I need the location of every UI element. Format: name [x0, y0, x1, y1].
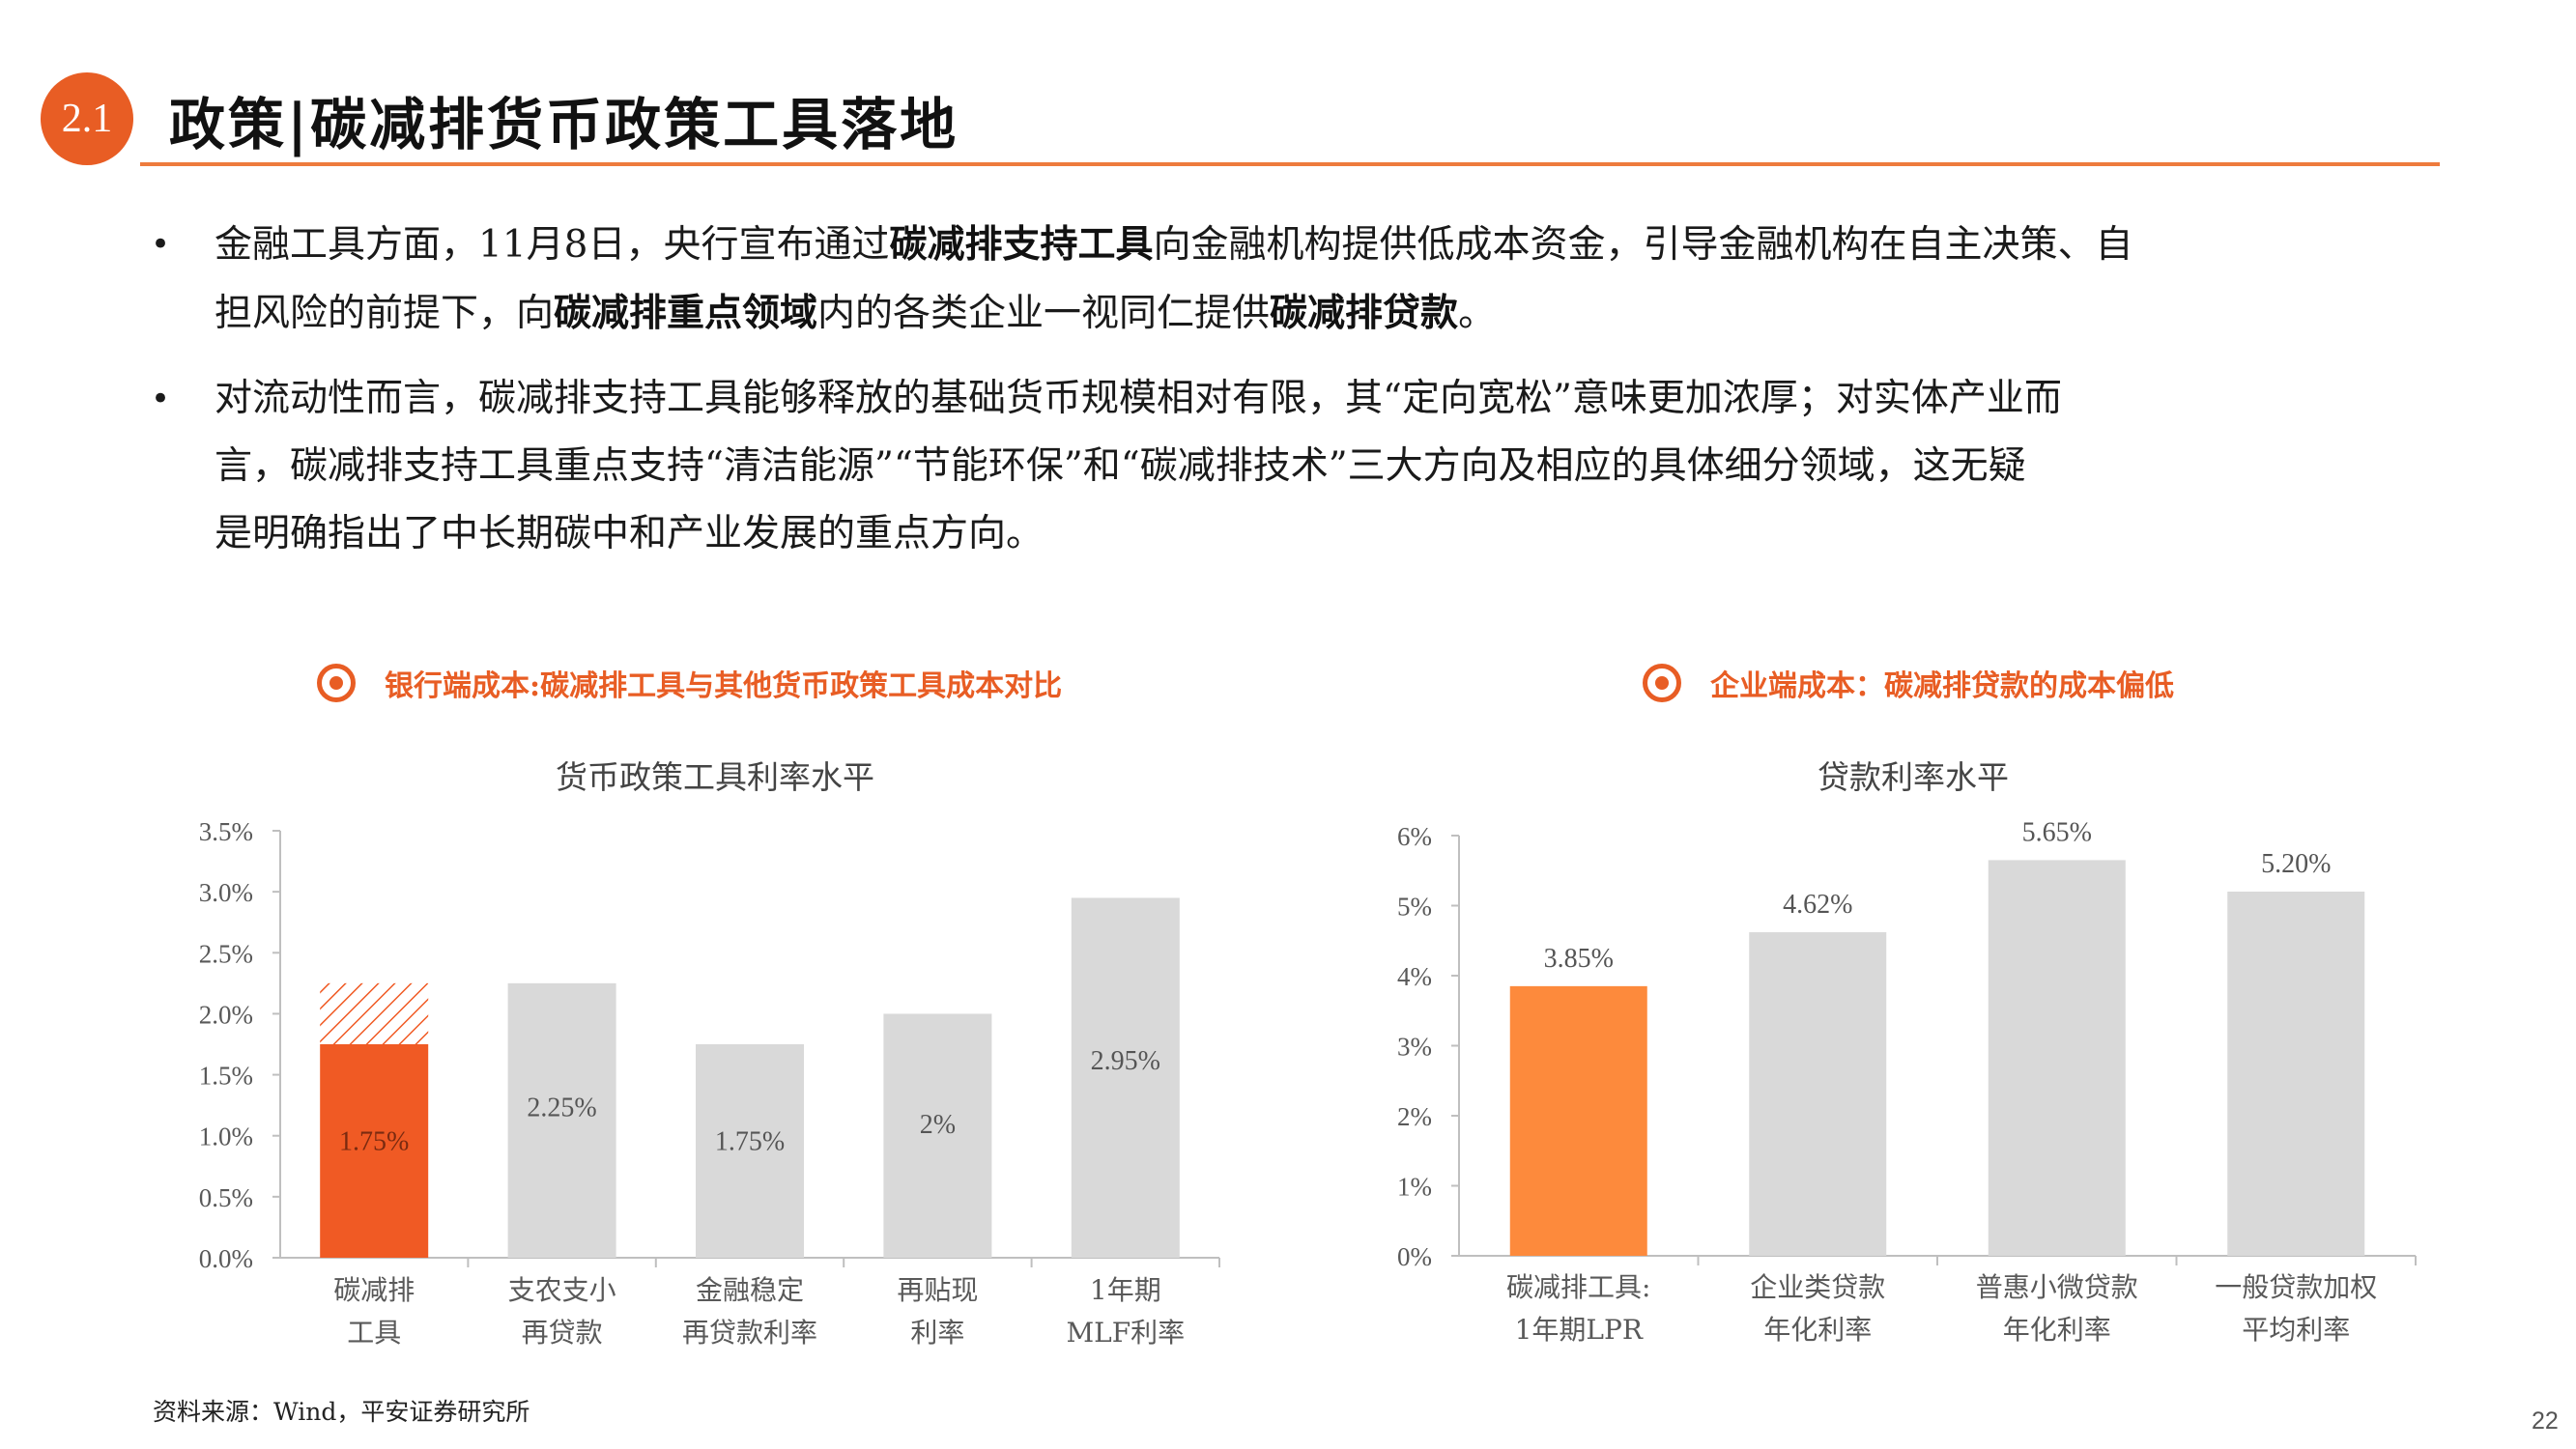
bar-hatched-extension — [320, 982, 429, 1044]
x-category-label: 工具 — [347, 1317, 401, 1349]
target-icon — [317, 664, 356, 702]
bar — [2227, 892, 2365, 1256]
bold-text-run: 碳减排贷款 — [1270, 291, 1459, 335]
bullet-dot: • — [151, 225, 171, 264]
y-tick-label: 4% — [1397, 962, 1432, 991]
x-category-label: 再贴现 — [897, 1274, 978, 1306]
bold-text-run: 碳减排支持工具 — [889, 222, 1154, 267]
x-category-label: 利率 — [910, 1317, 964, 1349]
bullet-line: 言，碳减排支持工具重点支持“清洁能源”“节能环保”和“碳减排技术”三大方向及相应… — [215, 433, 2425, 500]
data-label: 2.95% — [1091, 1046, 1160, 1076]
x-category-label: 再贷款 — [522, 1317, 603, 1349]
data-label: 5.65% — [2022, 817, 2092, 847]
bar — [507, 982, 616, 1258]
text-run: 担风险的前提下，向 — [215, 292, 555, 335]
left-panel-heading: 银行端成本:碳减排工具与其他货币政策工具成本对比 — [317, 662, 1062, 704]
bar — [1988, 860, 2126, 1256]
x-category-label: 平均利率 — [2242, 1314, 2350, 1346]
page-number: 22 — [2532, 1407, 2559, 1435]
y-tick-label: 1% — [1397, 1173, 1432, 1202]
x-category-label: 企业类贷款 — [1750, 1271, 1885, 1303]
data-label: 2% — [920, 1110, 956, 1140]
text-run: 对流动性而言，碳减排支持工具能够释放的基础货币规模相对有限，其“定向宽松”意味更… — [215, 377, 2062, 420]
source-note: 资料来源：Wind，平安证券研究所 — [153, 1398, 530, 1426]
section-number-badge: 2.1 — [41, 72, 133, 165]
bullet-dot: • — [151, 380, 171, 418]
y-tick-label: 3.0% — [199, 878, 253, 907]
bullet-list: • 金融工具方面，11月8日，央行宣布通过碳减排支持工具向金融机构提供低成本资金，… — [145, 211, 2425, 585]
bar — [883, 1013, 992, 1258]
bar — [320, 1044, 429, 1258]
right-panel-heading: 企业端成本：碳减排贷款的成本偏低 — [1643, 662, 2174, 704]
page-title: 政策|碳减排货币政策工具落地 — [169, 92, 959, 157]
text-run: 是明确指出了中长期碳中和产业发展的重点方向。 — [215, 512, 1045, 555]
left-chart-title: 货币政策工具利率水平 — [556, 758, 874, 796]
text-run: 金融工具方面，11月8日，央行宣布通过 — [215, 223, 890, 267]
y-tick-label: 2% — [1397, 1102, 1432, 1131]
bullet-line: 对流动性而言，碳减排支持工具能够释放的基础货币规模相对有限，其“定向宽松”意味更… — [215, 365, 2425, 433]
text-run: 内的各类企业一视同仁提供 — [817, 292, 1271, 335]
target-icon — [1643, 664, 1681, 702]
y-tick-label: 3.5% — [199, 817, 253, 846]
data-label: 5.20% — [2261, 849, 2331, 879]
data-label: 2.25% — [527, 1094, 596, 1123]
title-divider — [140, 162, 2440, 166]
text-run: 。 — [1458, 292, 1497, 335]
right-chart-title: 贷款利率水平 — [1818, 758, 2009, 796]
data-label: 1.75% — [339, 1126, 409, 1156]
bullet-line: 金融工具方面，11月8日，央行宣布通过碳减排支持工具向金融机构提供低成本资金，引… — [215, 211, 2425, 279]
bullet-line: 担风险的前提下，向碳减排重点领域内的各类企业一视同仁提供碳减排贷款。 — [215, 279, 2425, 348]
y-tick-label: 2.5% — [199, 939, 253, 968]
right-panel-heading-text: 企业端成本：碳减排贷款的成本偏低 — [1710, 669, 2174, 703]
x-category-label: 年化利率 — [1763, 1314, 1872, 1346]
x-category-label: 1年期 — [1090, 1274, 1161, 1306]
x-category-label: 1年期LPR — [1515, 1314, 1644, 1346]
y-tick-label: 0.5% — [199, 1183, 253, 1212]
bar — [696, 1044, 804, 1258]
x-category-label: 金融稳定 — [696, 1274, 804, 1306]
bold-text-run: 碳减排重点领域 — [554, 291, 818, 335]
data-label: 4.62% — [1783, 890, 1852, 920]
bullet-line: 是明确指出了中长期碳中和产业发展的重点方向。 — [215, 500, 2425, 568]
bar — [1071, 897, 1180, 1258]
bullet-item: • 金融工具方面，11月8日，央行宣布通过碳减排支持工具向金融机构提供低成本资金，… — [145, 211, 2425, 348]
x-category-label: 碳减排 — [333, 1274, 415, 1306]
x-category-label: 普惠小微贷款 — [1976, 1271, 2138, 1303]
y-tick-label: 0.0% — [199, 1244, 253, 1273]
y-tick-label: 5% — [1397, 893, 1432, 922]
data-label: 3.85% — [1544, 944, 1614, 974]
text-run: 言，碳减排支持工具重点支持“清洁能源”“节能环保”和“碳减排技术”三大方向及相应… — [215, 444, 2026, 488]
x-category-label: 碳减排工具: — [1506, 1271, 1650, 1303]
y-tick-label: 1.5% — [199, 1062, 253, 1091]
y-tick-label: 1.0% — [199, 1122, 253, 1151]
x-category-label: 支农支小 — [508, 1274, 616, 1306]
bar — [1749, 932, 1887, 1256]
y-tick-label: 6% — [1397, 822, 1432, 851]
y-tick-label: 2.0% — [199, 1000, 253, 1029]
text-run: 向金融机构提供低成本资金，引导金融机构在自主决策、自 — [1153, 223, 2133, 267]
left-panel-heading-text: 银行端成本:碳减排工具与其他货币政策工具成本对比 — [385, 669, 1063, 703]
y-tick-label: 0% — [1397, 1242, 1432, 1271]
x-category-label: 再贷款利率 — [682, 1317, 817, 1349]
x-category-label: MLF利率 — [1066, 1317, 1185, 1349]
bullet-item: • 对流动性而言，碳减排支持工具能够释放的基础货币规模相对有限，其“定向宽松”意味… — [145, 365, 2425, 568]
x-category-label: 一般贷款加权 — [2215, 1271, 2377, 1303]
data-label: 1.75% — [715, 1126, 785, 1156]
bar — [1509, 985, 1647, 1256]
x-category-label: 年化利率 — [2003, 1314, 2111, 1346]
y-tick-label: 3% — [1397, 1033, 1432, 1062]
